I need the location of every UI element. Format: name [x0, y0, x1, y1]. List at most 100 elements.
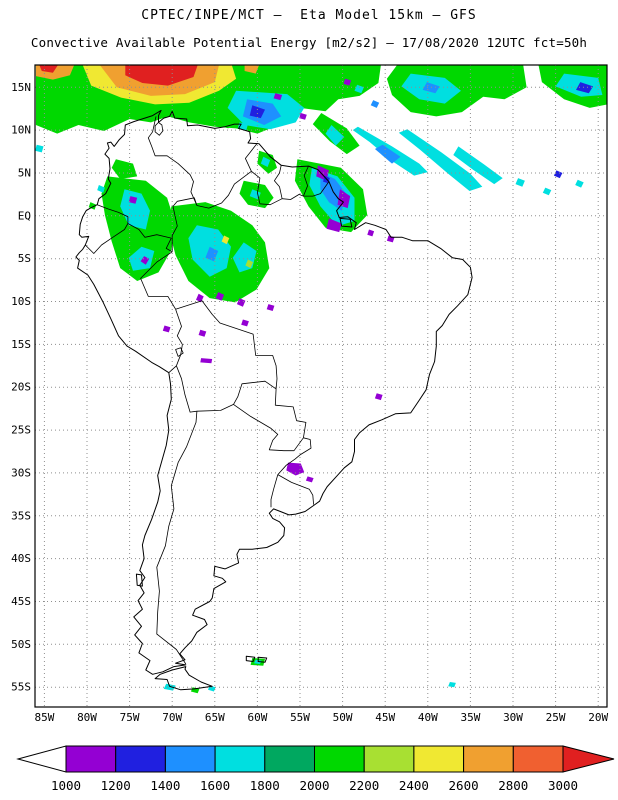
cape-patch: [553, 170, 563, 179]
colorbar-under-arrow: [16, 745, 67, 773]
cape-patch: [39, 65, 58, 73]
cape-patch: [448, 682, 456, 688]
colorbar-tick-label: 1600: [200, 778, 230, 793]
colorbar-segment: [65, 745, 117, 773]
cape-patch: [398, 129, 483, 191]
country-border: [140, 251, 176, 310]
country-border: [251, 170, 283, 206]
country-border: [176, 365, 197, 413]
lon-tick-label: 80W: [77, 711, 97, 724]
lon-tick-label: 45W: [375, 711, 395, 724]
cape-patch: [260, 156, 271, 167]
colorbar-tick-label: 2200: [349, 778, 379, 793]
lon-tick-label: 65W: [205, 711, 225, 724]
graticule: [35, 65, 607, 707]
cape-patch: [337, 189, 351, 209]
lat-tick-label: 30S: [11, 466, 31, 479]
cape-patch: [245, 259, 254, 269]
lat-tick-label: 15S: [11, 338, 31, 351]
cape-patch: [575, 179, 584, 188]
island-outline: [154, 666, 213, 691]
country-border: [175, 300, 278, 389]
cape-patch: [326, 218, 342, 233]
colorbar-segment: [512, 745, 564, 773]
colorbar-segment: [264, 745, 315, 773]
cape-patch: [221, 235, 230, 245]
cape-patch: [244, 65, 260, 74]
country-border: [244, 142, 258, 172]
cape-patch: [236, 298, 246, 307]
island-outline: [245, 655, 256, 662]
country-border: [171, 197, 198, 252]
chart-title-line2: Convective Available Potential Energy [m…: [30, 35, 588, 50]
cape-patch: [542, 187, 552, 196]
cape-patch: [101, 176, 176, 281]
cape-patch: [215, 292, 225, 301]
lat-tick-label: 10S: [11, 295, 31, 308]
cape-patch: [125, 65, 198, 86]
country-border: [273, 165, 283, 199]
cape-patch: [196, 293, 204, 303]
country-border: [274, 388, 307, 438]
south-america-coastline: [75, 109, 473, 675]
country-border: [97, 204, 129, 224]
cape-patch: [128, 196, 138, 204]
colorbar-segment: [314, 745, 365, 773]
cape-patch: [111, 159, 138, 179]
lon-tick-label: 40W: [418, 711, 438, 724]
cape-patch: [343, 78, 352, 86]
cape-patch: [198, 329, 207, 337]
country-border: [233, 404, 304, 452]
lat-tick-label: 15N: [11, 81, 31, 94]
lat-tick-label: 45S: [11, 595, 31, 608]
lat-tick-label: 55S: [11, 681, 31, 694]
lon-tick-label: 55W: [290, 711, 310, 724]
cape-patch: [273, 93, 283, 101]
cape-patch: [374, 144, 401, 164]
cape-patch: [249, 105, 265, 119]
colorbar-tick-label: 1200: [101, 778, 131, 793]
country-border: [196, 170, 252, 209]
colorbar-tick-label: 2800: [498, 778, 528, 793]
country-border: [127, 223, 173, 253]
lat-tick-label: 35S: [11, 509, 31, 522]
colorbar-segment: [363, 745, 415, 773]
colorbar-segment: [463, 745, 514, 773]
colorbar-tick-label: 3000: [548, 778, 578, 793]
lon-tick-label: 85W: [34, 711, 54, 724]
lat-tick-label: EQ: [18, 209, 31, 222]
colorbar-segment: [164, 745, 216, 773]
island-outline: [339, 217, 353, 228]
chart-title-line1: CPTEC/INPE/MCT – Eta Model 15km – GFS: [141, 8, 477, 23]
cape-patch: [354, 84, 364, 94]
cape-patch: [367, 229, 375, 237]
lon-tick-label: 25W: [546, 711, 566, 724]
colorbar-over-arrow: [562, 745, 615, 773]
lake-outline: [154, 122, 164, 136]
country-border: [156, 411, 198, 665]
lat-tick-label: 40S: [11, 552, 31, 565]
lon-tick-label: 35W: [460, 711, 480, 724]
basemap: [75, 109, 473, 691]
lat-tick-label: 50S: [11, 638, 31, 651]
country-border: [277, 437, 312, 475]
colorbar-segment: [214, 745, 266, 773]
cape-patch: [128, 246, 155, 271]
lon-tick-label: 75W: [120, 711, 140, 724]
cape-patch: [241, 319, 249, 327]
cape-patch: [576, 82, 594, 94]
lat-tick-label: 5N: [18, 167, 31, 180]
country-border: [168, 365, 177, 373]
colorbar-tick-label: 1000: [51, 778, 81, 793]
cape-patch: [374, 393, 383, 401]
cape-patch: [97, 185, 105, 193]
colorbar-tick-label: 2400: [399, 778, 429, 793]
cape-patch: [266, 304, 275, 311]
cape-patch: [453, 146, 503, 185]
lon-tick-label: 70W: [162, 711, 182, 724]
lon-tick-label: 60W: [247, 711, 267, 724]
country-border: [85, 223, 129, 254]
colorbar-segment: [413, 745, 465, 773]
